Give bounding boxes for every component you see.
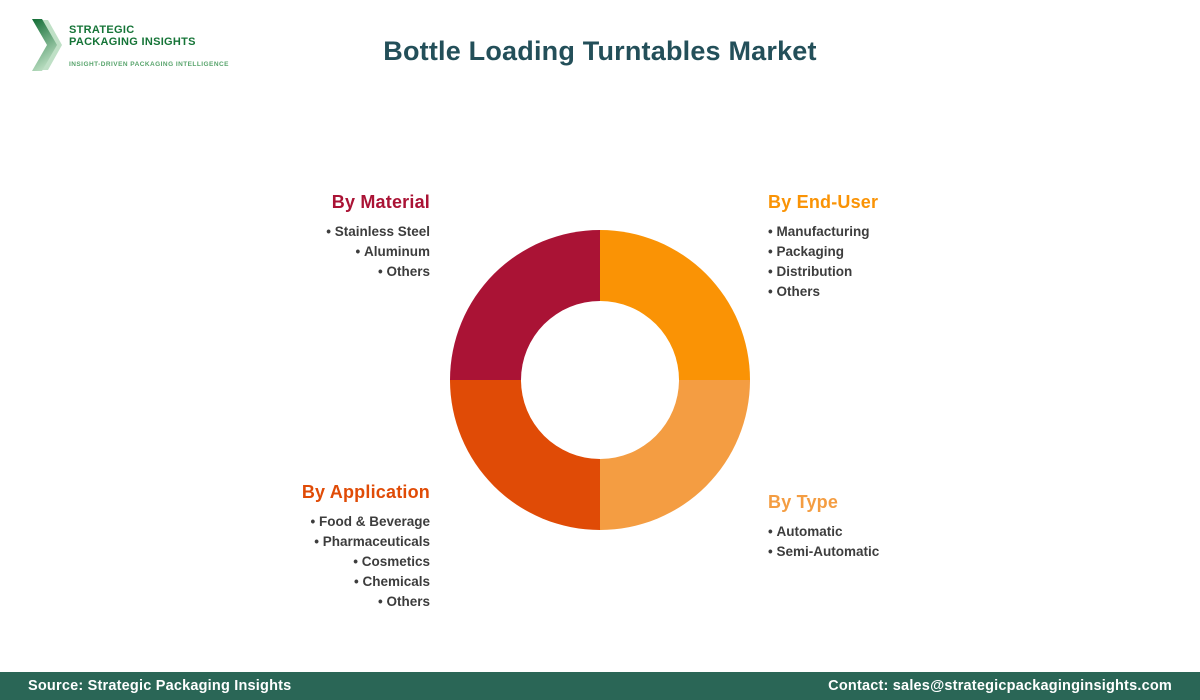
segment-block-type: By Type Automatic Semi-Automatic [768, 492, 879, 562]
brand-logo: STRATEGIC PACKAGING INSIGHTS INSIGHT-DRI… [32, 12, 229, 71]
page-title: Bottle Loading Turntables Market [383, 36, 817, 67]
segment-item: Others [768, 282, 878, 302]
logo-name-line2: PACKAGING INSIGHTS [69, 36, 196, 48]
segment-item: Aluminum [326, 242, 430, 262]
segment-item: Chemicals [302, 572, 430, 592]
segment-item: Others [326, 262, 430, 282]
logo-text: STRATEGIC PACKAGING INSIGHTS INSIGHT-DRI… [69, 12, 229, 68]
segment-item: Others [302, 592, 430, 612]
logo-chevron-icon [32, 19, 62, 71]
segment-block-material: By Material Stainless Steel Aluminum Oth… [326, 192, 430, 282]
segment-block-application: By Application Food & Beverage Pharmaceu… [302, 482, 430, 612]
segment-heading-material: By Material [331, 192, 430, 212]
segment-item: Food & Beverage [302, 512, 430, 532]
segment-item: Automatic [768, 522, 879, 542]
segment-item: Semi-Automatic [768, 542, 879, 562]
segment-item: Cosmetics [302, 552, 430, 572]
footer-contact-text: Contact: sales@strategicpackaginginsight… [828, 678, 1172, 694]
segment-block-end-user: By End-User Manufacturing Packaging Dist… [768, 192, 878, 302]
segment-item: Distribution [768, 262, 878, 282]
footer-bar: Source: Strategic Packaging Insights Con… [0, 672, 1200, 700]
segment-item: Pharmaceuticals [302, 532, 430, 552]
donut-hole [521, 301, 679, 459]
segment-heading-application: By Application [301, 482, 430, 502]
segment-item: Manufacturing [768, 222, 878, 242]
logo-name-line1: STRATEGIC [69, 24, 135, 36]
segment-item: Stainless Steel [326, 222, 430, 242]
segment-heading-type: By Type [768, 492, 839, 512]
segment-item: Packaging [768, 242, 878, 262]
logo-tagline: INSIGHT-DRIVEN PACKAGING INTELLIGENCE [69, 61, 229, 68]
footer-source-text: Source: Strategic Packaging Insights [28, 678, 292, 694]
segment-heading-end-user: By End-User [768, 192, 879, 212]
